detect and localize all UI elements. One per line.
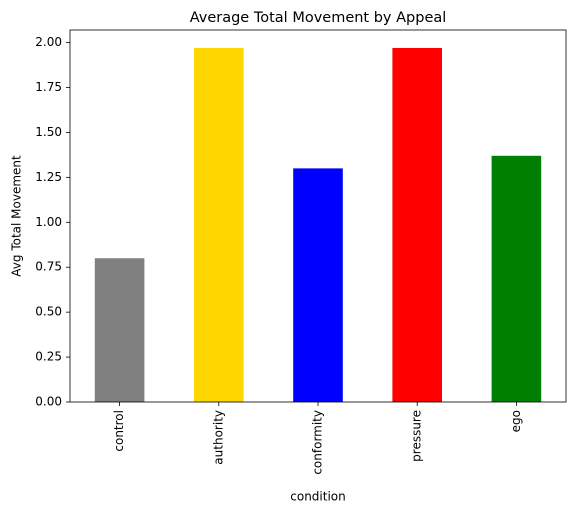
- bar: [491, 155, 542, 402]
- bar: [194, 47, 244, 403]
- bar: [94, 258, 145, 402]
- y-tick-label: 1.50: [35, 125, 62, 139]
- x-tick-label: pressure: [410, 410, 424, 462]
- plot-frame: [69, 29, 567, 403]
- x-tick-label: conformity: [311, 410, 325, 475]
- x-tick-label: control: [112, 410, 126, 452]
- x-axis-label: condition: [290, 490, 345, 504]
- y-tick-label: 0.75: [35, 260, 62, 274]
- y-tick-label: 0.25: [35, 350, 62, 364]
- bar: [293, 168, 343, 402]
- y-tick-label: 1.00: [35, 215, 62, 229]
- chart-title: Average Total Movement by Appeal: [190, 10, 447, 26]
- x-tick-label: ego: [509, 410, 523, 432]
- bar: [392, 47, 442, 403]
- y-axis-label: Avg Total Movement: [10, 155, 24, 277]
- y-tick-label: 0.50: [35, 305, 62, 319]
- x-tick-label: authority: [211, 410, 225, 465]
- y-tick-label: 0.00: [35, 395, 62, 409]
- y-tick-label: 1.25: [35, 170, 62, 184]
- y-tick-label: 2.00: [35, 35, 62, 49]
- y-tick-label: 1.75: [35, 80, 62, 94]
